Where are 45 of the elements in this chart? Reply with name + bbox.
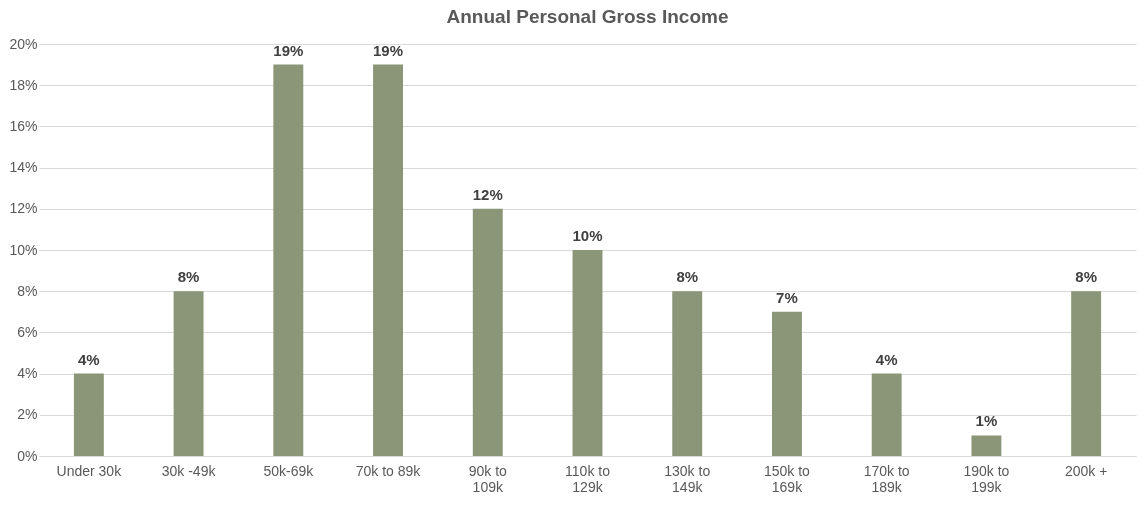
data-label: 7%	[776, 288, 798, 306]
x-tick-label: 130k to 149k	[664, 462, 711, 495]
data-label: 10%	[572, 227, 603, 244]
bar	[273, 64, 304, 456]
x-tick-label: 190k to 199k	[963, 462, 1010, 495]
bar	[772, 311, 802, 456]
data-label: 1%	[975, 412, 998, 430]
bar	[971, 435, 1002, 456]
y-tick-label: 6%	[17, 323, 38, 340]
bar	[871, 373, 902, 456]
data-label: 8%	[177, 268, 200, 286]
y-tick-label: 8%	[17, 282, 38, 299]
data-label: 8%	[676, 268, 699, 286]
y-tick-label: 10%	[9, 241, 38, 258]
x-tick-label: 170k to 189k	[863, 462, 910, 495]
y-tick-label: 2%	[17, 406, 38, 423]
data-label: 19%	[273, 41, 304, 59]
y-tick-label: 18%	[9, 76, 38, 93]
bar	[73, 373, 104, 456]
bar	[472, 208, 503, 456]
x-tick-label: 110k to 129k	[565, 462, 611, 495]
data-label: 4%	[78, 350, 100, 368]
x-tick-label: 50k-69k	[263, 462, 315, 479]
x-tick-label: 150k to 169k	[763, 462, 811, 495]
data-label: 8%	[1075, 268, 1097, 286]
y-tick-label: 0%	[17, 447, 38, 464]
bar	[572, 250, 603, 456]
y-tick-label: 16%	[9, 117, 38, 134]
x-tick-label: 70k to 89k	[355, 462, 422, 479]
x-tick-label: 200k +	[1064, 462, 1108, 479]
x-tick-label: 30k -49k	[161, 462, 217, 479]
bar	[173, 291, 204, 456]
x-tick-label: Under 30k	[56, 462, 123, 479]
data-label: 12%	[472, 185, 503, 203]
bar	[672, 291, 703, 456]
y-tick-label: 20%	[9, 35, 38, 52]
x-tick-label: 90k to 109k	[468, 462, 508, 495]
bar	[1071, 291, 1102, 456]
bar	[373, 64, 403, 456]
chart-title: Annual Personal Gross Income	[446, 6, 729, 27]
data-label: 4%	[875, 350, 898, 368]
y-tick-label: 14%	[9, 159, 38, 176]
y-tick-label: 4%	[17, 365, 38, 382]
y-tick-label: 12%	[9, 200, 38, 217]
data-label: 19%	[373, 41, 404, 59]
